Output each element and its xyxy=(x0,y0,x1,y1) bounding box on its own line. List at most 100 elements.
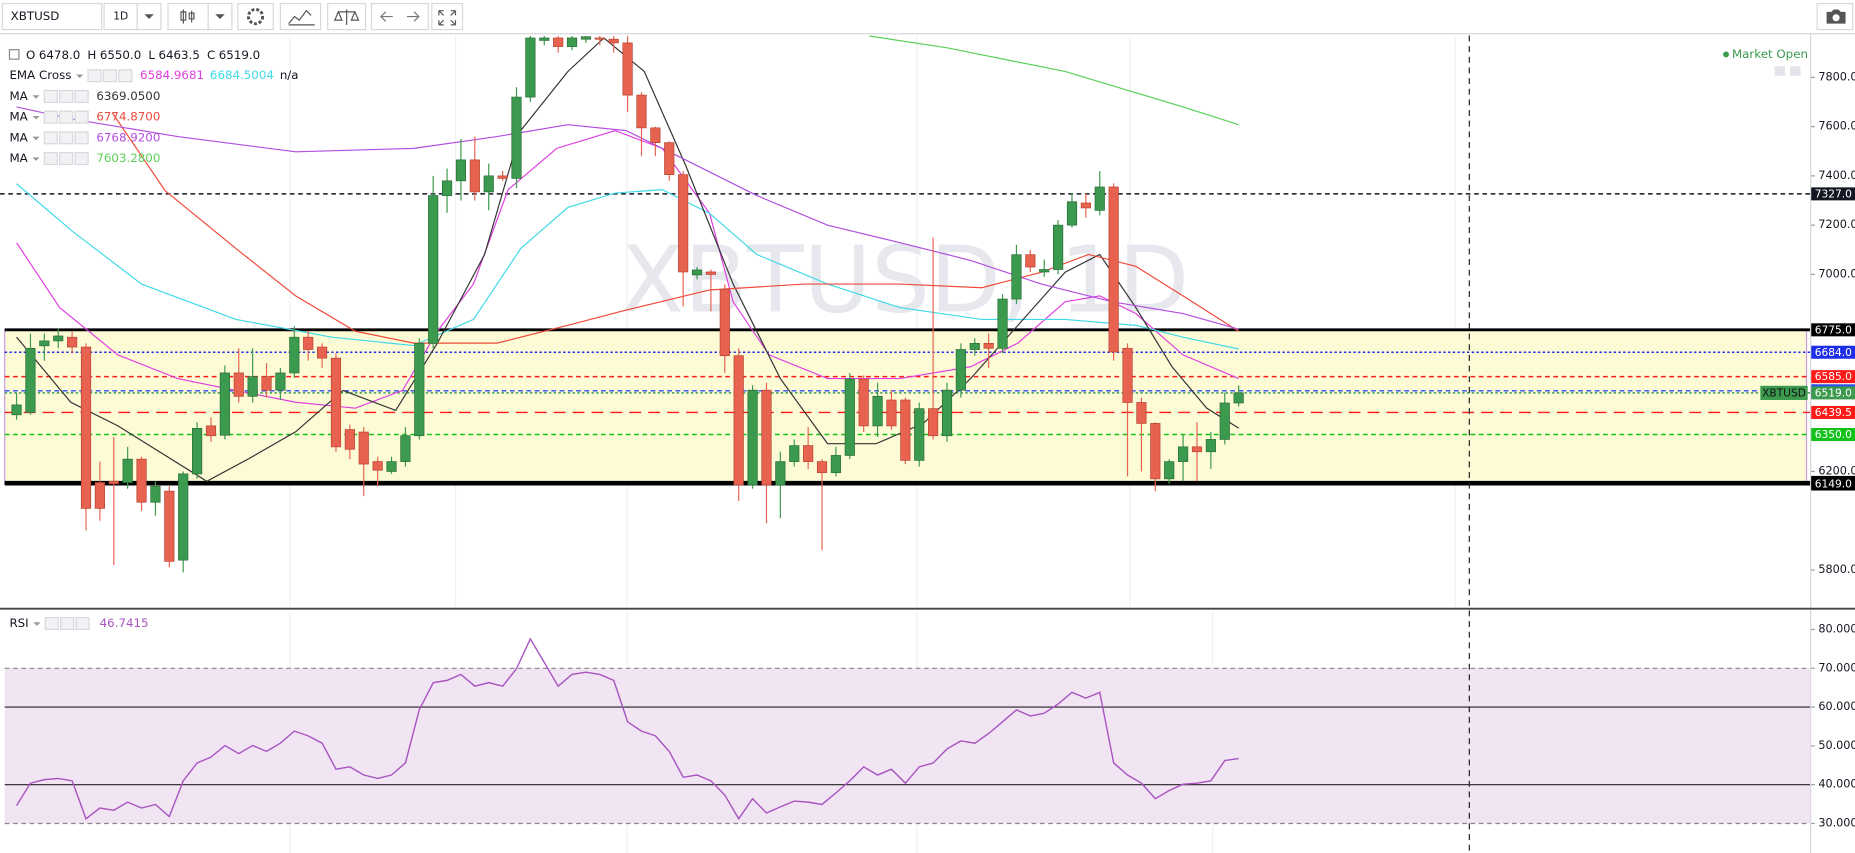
candle-body xyxy=(247,376,258,397)
legend-arrow[interactable] xyxy=(76,74,84,79)
legend-button[interactable] xyxy=(59,89,74,103)
indicator-name: MA xyxy=(9,130,27,144)
candle-body xyxy=(330,357,342,448)
y-tick-label: 7400.0 xyxy=(1818,169,1855,182)
indicator-value: 6768.9200 xyxy=(96,130,160,144)
ohlc-key: L xyxy=(148,48,155,62)
candle-body xyxy=(428,195,439,344)
pane-button[interactable] xyxy=(1789,66,1801,76)
candle-body xyxy=(497,175,508,179)
candle-body xyxy=(150,485,161,503)
legend-button[interactable] xyxy=(43,131,58,145)
symbol-tag xyxy=(1760,385,1808,400)
candle-body xyxy=(275,372,286,391)
indicator-name: MA xyxy=(9,89,27,103)
legend-arrow[interactable] xyxy=(32,95,40,99)
candle-body xyxy=(886,399,897,427)
settings-button[interactable] xyxy=(237,2,274,31)
legend-button[interactable] xyxy=(74,89,89,103)
candle-body xyxy=(1191,446,1203,453)
candle-body xyxy=(316,346,328,359)
legend-button[interactable] xyxy=(43,89,58,103)
price-tag-label: 7327.0 xyxy=(1815,187,1852,200)
undo-redo[interactable] xyxy=(370,2,429,31)
legend-button[interactable] xyxy=(102,69,117,83)
candle-body xyxy=(67,336,78,348)
price-tag-label: 6350.0 xyxy=(1815,428,1852,441)
candle-body xyxy=(1150,423,1161,480)
y-tick-label: 40.0000 xyxy=(1818,778,1855,791)
toolbar: XBTUSD 1D xyxy=(0,0,1855,35)
indicators-icon xyxy=(288,9,315,26)
candle-body xyxy=(622,42,633,96)
candle-body xyxy=(386,461,397,472)
legend-button[interactable] xyxy=(60,616,75,630)
indicator-value: 6774.8700 xyxy=(96,110,160,124)
fullscreen-button[interactable] xyxy=(431,2,464,31)
legend-arrow[interactable] xyxy=(32,136,40,141)
indicators-button[interactable] xyxy=(279,2,322,31)
y-tick-label: 7200.0 xyxy=(1818,218,1855,231)
legend-button[interactable] xyxy=(43,110,58,124)
indicator-name: MA xyxy=(9,110,27,124)
price-tag xyxy=(1811,386,1855,400)
candle-body xyxy=(94,482,105,509)
toolbar-bg xyxy=(0,0,1855,34)
legend-button[interactable] xyxy=(75,616,90,630)
symbol-text: XBTUSD xyxy=(11,9,60,23)
candle-body xyxy=(900,399,911,461)
legend-button[interactable] xyxy=(59,110,74,124)
legend-arrow[interactable] xyxy=(32,115,40,120)
pane-button[interactable] xyxy=(1774,66,1786,76)
candle-body xyxy=(483,175,494,193)
price-tag-label: 6684.0 xyxy=(1815,346,1852,359)
rsi-pane xyxy=(4,611,1811,853)
legend-button[interactable] xyxy=(43,152,58,166)
candle-body xyxy=(205,425,217,437)
interval-button[interactable] xyxy=(103,2,138,31)
indicator-value: 6369.0500 xyxy=(96,89,160,103)
chart-style-button[interactable] xyxy=(167,2,209,31)
legend-arrow[interactable] xyxy=(32,157,40,161)
legend-button[interactable] xyxy=(87,69,102,83)
candle-body xyxy=(1039,269,1050,273)
candle-body xyxy=(775,461,786,486)
candle-body xyxy=(441,180,453,196)
candle-body xyxy=(1164,461,1175,480)
ohlc-value: 6478.0 xyxy=(39,48,80,62)
ohlc-value: 6550.0 xyxy=(100,48,141,62)
legend-button[interactable] xyxy=(59,152,74,166)
candle-body xyxy=(1025,254,1036,268)
legend-button[interactable] xyxy=(74,152,89,166)
candle-body xyxy=(414,343,425,437)
legend-button[interactable] xyxy=(59,131,74,145)
candle-body xyxy=(664,142,675,176)
candle-body xyxy=(928,408,939,437)
candle-body xyxy=(650,127,661,144)
candle-body xyxy=(192,427,203,475)
legend-toggle[interactable] xyxy=(8,49,20,60)
candle-body xyxy=(678,174,689,273)
y-tick-label: 50.0000 xyxy=(1818,739,1855,752)
candle-body xyxy=(997,298,1008,349)
indicator-line xyxy=(111,112,1239,344)
candle-body xyxy=(858,378,869,427)
candle-body xyxy=(455,159,467,182)
status-dot xyxy=(1723,51,1730,58)
candle-body xyxy=(1053,224,1064,270)
legend-button[interactable] xyxy=(74,110,89,124)
candle-body xyxy=(733,355,744,486)
y-tick-label: 5800.0 xyxy=(1818,563,1855,576)
market-status: Market Open xyxy=(1723,47,1808,76)
candle-icon xyxy=(180,9,195,24)
legend-button[interactable] xyxy=(74,131,89,145)
candle-body xyxy=(594,37,605,40)
legend-arrow[interactable] xyxy=(33,622,41,626)
symbol-input[interactable] xyxy=(1,2,103,31)
candle-body xyxy=(983,343,994,349)
candle-body xyxy=(53,335,64,342)
legend-button[interactable] xyxy=(44,616,59,630)
legend-button[interactable] xyxy=(118,69,133,83)
price-tag xyxy=(1811,427,1855,442)
indicator-line xyxy=(16,183,1239,350)
